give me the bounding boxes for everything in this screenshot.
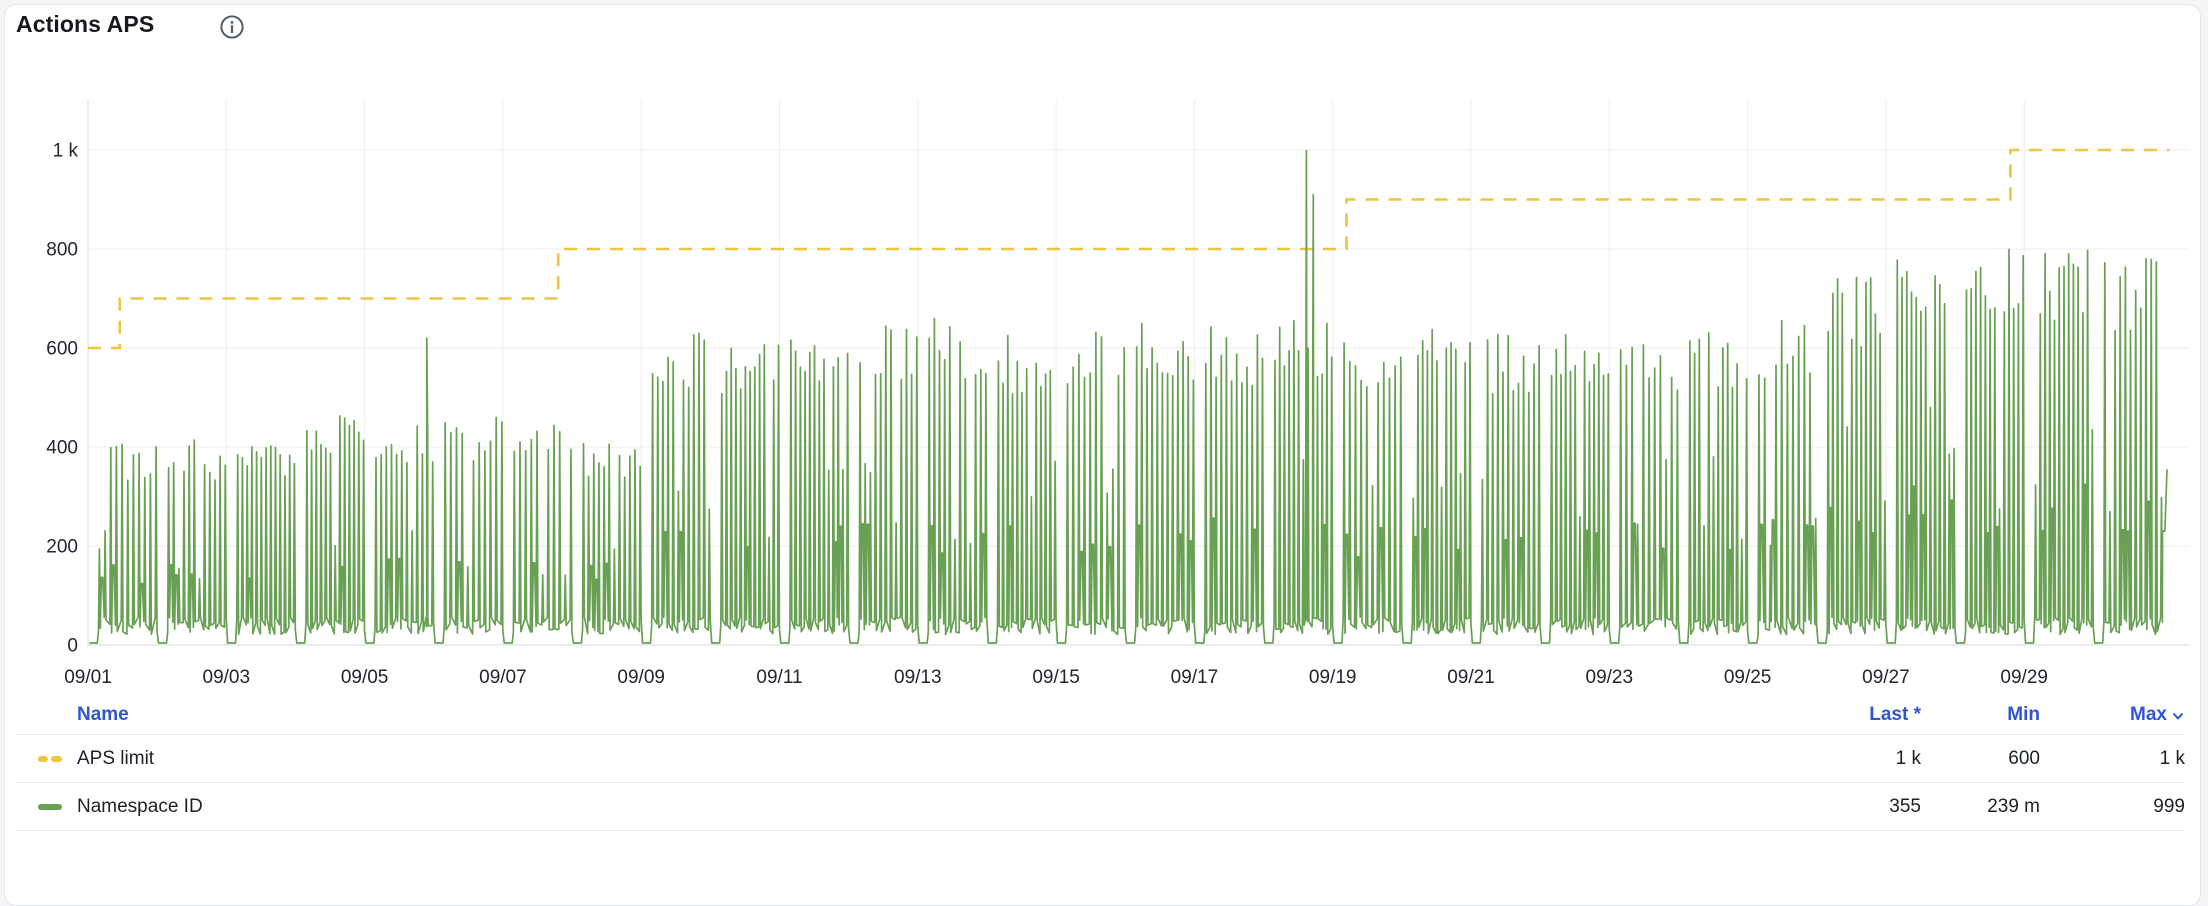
- panel-title: Actions APS: [16, 11, 155, 37]
- series-label: Namespace ID: [77, 795, 203, 817]
- svg-text:09/13: 09/13: [894, 667, 942, 688]
- svg-text:200: 200: [46, 537, 78, 558]
- column-header-last[interactable]: Last *: [1869, 703, 1921, 725]
- svg-text:400: 400: [46, 438, 78, 459]
- stat-max: 999: [2153, 795, 2185, 817]
- column-header-max[interactable]: Max: [2040, 704, 2185, 726]
- aps-limit-swatch-dashed: [38, 755, 62, 762]
- stat-last: 355: [1889, 795, 1921, 817]
- legend-header-row: Name Last * Min Max: [16, 695, 2185, 735]
- svg-text:09/09: 09/09: [617, 667, 665, 688]
- namespace-id-swatch-solid: [38, 803, 62, 810]
- y-axis-labels: 0 200 400 600 800 1 k: [46, 141, 78, 657]
- svg-text:09/19: 09/19: [1309, 667, 1357, 688]
- info-icon[interactable]: [219, 14, 245, 40]
- namespace-id-line: [89, 149, 2168, 644]
- aps-limit-line: [88, 148, 2170, 350]
- stat-min: 239 m: [1987, 795, 2040, 817]
- legend-row-namespace-id[interactable]: Namespace ID 355 239 m 999: [16, 783, 2185, 831]
- legend-row-aps-limit[interactable]: APS limit 1 k 600 1 k: [16, 735, 2185, 783]
- svg-text:09/27: 09/27: [1862, 667, 1910, 688]
- svg-text:09/01: 09/01: [64, 667, 112, 688]
- svg-text:09/29: 09/29: [2000, 667, 2048, 688]
- stat-min: 600: [2008, 747, 2040, 769]
- svg-text:09/07: 09/07: [479, 667, 527, 688]
- svg-text:09/15: 09/15: [1032, 667, 1080, 688]
- x-axis-labels: 09/01 09/03 09/05 09/07 09/09 09/11 09/13 09/15…: [64, 667, 2048, 688]
- series-label: APS limit: [77, 747, 155, 769]
- svg-text:600: 600: [46, 339, 78, 360]
- svg-text:09/03: 09/03: [203, 667, 251, 688]
- svg-text:09/17: 09/17: [1171, 667, 1219, 688]
- svg-text:09/11: 09/11: [756, 667, 802, 688]
- stat-max: 1 k: [2159, 747, 2185, 769]
- svg-text:09/21: 09/21: [1447, 667, 1495, 688]
- svg-text:1 k: 1 k: [53, 141, 79, 162]
- column-header-min[interactable]: Min: [2007, 703, 2040, 725]
- column-header-name[interactable]: Name: [77, 703, 129, 725]
- svg-text:09/05: 09/05: [341, 667, 389, 688]
- legend-table: Name Last * Min Max APS limit 1 k 600 1 …: [16, 695, 2185, 831]
- svg-text:800: 800: [46, 240, 78, 261]
- svg-text:0: 0: [67, 636, 78, 657]
- chevron-down-icon: [2173, 713, 2183, 720]
- svg-text:09/25: 09/25: [1724, 667, 1772, 688]
- svg-text:09/23: 09/23: [1586, 667, 1634, 688]
- stat-last: 1 k: [1895, 747, 1921, 769]
